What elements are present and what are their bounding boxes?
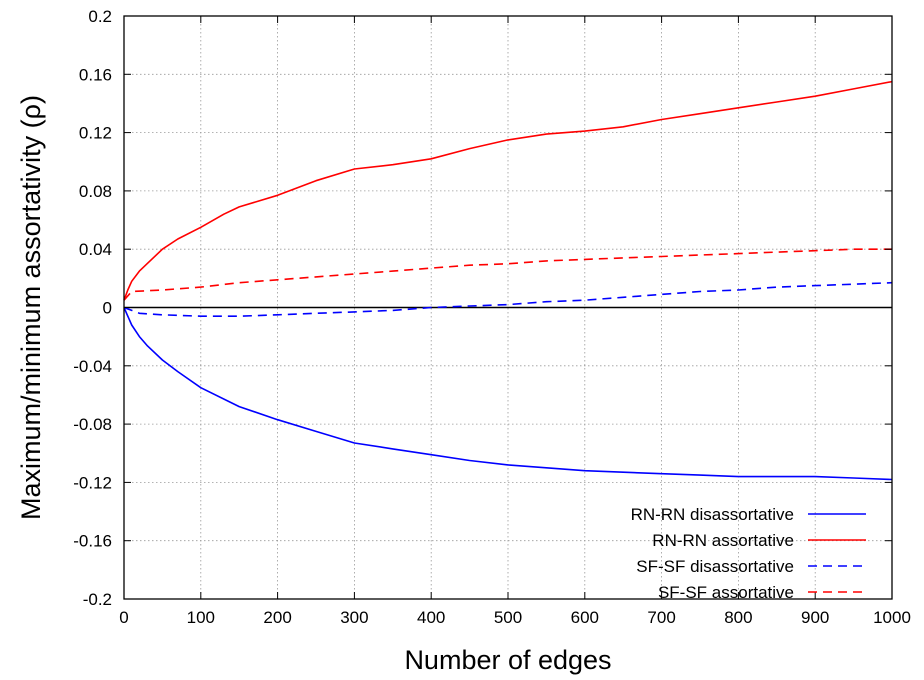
y-tick-label: -0.16 (73, 532, 112, 551)
y-tick-label: 0.12 (79, 124, 112, 143)
y-tick-label: 0.08 (79, 182, 112, 201)
x-tick-label: 900 (801, 608, 829, 627)
x-tick-label: 1000 (873, 608, 911, 627)
x-tick-label: 800 (724, 608, 752, 627)
series-line-1 (123, 307, 893, 481)
y-tick-label: -0.2 (83, 590, 112, 609)
x-tick-label: 600 (571, 608, 599, 627)
legend-label: RN-RN assortative (652, 531, 794, 550)
y-tick-label: 0.04 (79, 240, 112, 259)
y-axis-title: Maximum/minimum assortativity (ρ) (16, 95, 46, 520)
legend-label: SF-SF assortative (658, 583, 794, 602)
x-tick-label: 100 (187, 608, 215, 627)
legend: RN-RN disassortative RN-RN assortative SF-… (631, 505, 866, 602)
x-axis-title: Number of edges (404, 645, 611, 675)
y-tick-label: 0.2 (88, 7, 112, 26)
x-tick-label: 500 (494, 608, 522, 627)
x-tick-label: 700 (647, 608, 675, 627)
grid (124, 16, 892, 599)
series-lines (123, 80, 893, 481)
y-tick-label: 0.16 (79, 65, 112, 84)
axis-ticks: 0 100 200 300 400 500 600 700 800 900 1000 0.2 0.16 0… (73, 7, 911, 627)
x-tick-label: 400 (417, 608, 445, 627)
series-line-3 (123, 281, 893, 318)
y-tick-label: 0 (103, 299, 112, 318)
x-tick-label: 300 (340, 608, 368, 627)
y-tick-label: -0.04 (73, 357, 112, 376)
x-tick-label: 200 (263, 608, 291, 627)
legend-label: SF-SF disassortative (636, 557, 794, 576)
series-line-4 (123, 248, 892, 301)
x-tick-label: 0 (119, 608, 128, 627)
y-tick-label: -0.12 (73, 473, 112, 492)
y-tick-label: -0.08 (73, 415, 112, 434)
legend-label: RN-RN disassortative (631, 505, 794, 524)
series-line-2 (123, 80, 893, 301)
